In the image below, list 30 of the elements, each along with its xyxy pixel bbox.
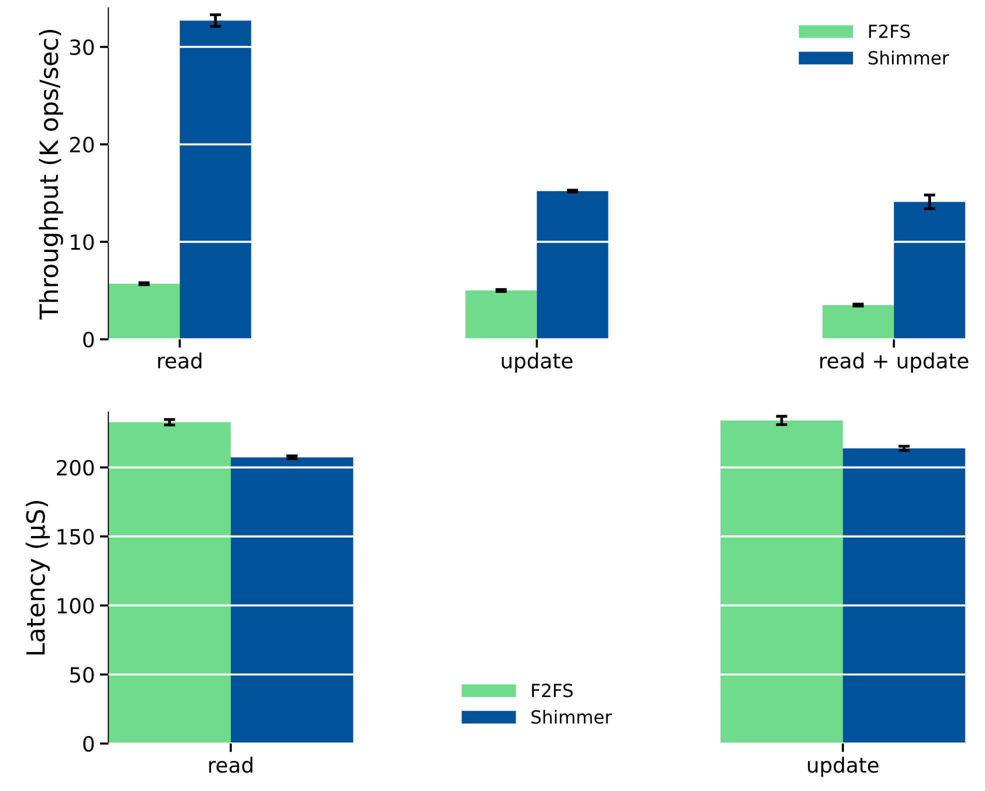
x-tick-label: update [808,756,878,777]
legend-label: F2FS [532,684,573,698]
y-axis-title: Latency (μS) [26,500,50,654]
y-tick-label: 150 [58,528,94,545]
y-tick-label: 30 [70,39,94,56]
y-tick-label: 0 [83,332,94,348]
legend-label: Shimmer [868,50,950,65]
bar [108,422,231,744]
x-tick-label: read [209,756,252,773]
y-tick-label: 50 [70,666,94,683]
y-tick-label: 10 [70,234,94,250]
bar [536,191,608,340]
bar [180,20,252,340]
y-axis-title: Throughput (K ops/sec) [38,30,64,320]
x-tick-label: read [158,352,202,369]
bar [465,290,537,340]
x-tick-label: read + update [820,352,968,373]
legend-label: F2FS [869,24,910,38]
y-tick-label: 200 [56,460,94,476]
legend-label: Shimmer [532,710,612,724]
y-tick-label: 100 [58,598,94,614]
x-tick-label: update [502,352,572,373]
y-tick-label: 20 [70,136,94,153]
bar [108,284,180,340]
bar [720,420,843,744]
bar [822,305,894,340]
bar [842,448,966,744]
y-tick-label: 0 [83,736,94,752]
bar [894,202,966,340]
bar [230,457,354,744]
